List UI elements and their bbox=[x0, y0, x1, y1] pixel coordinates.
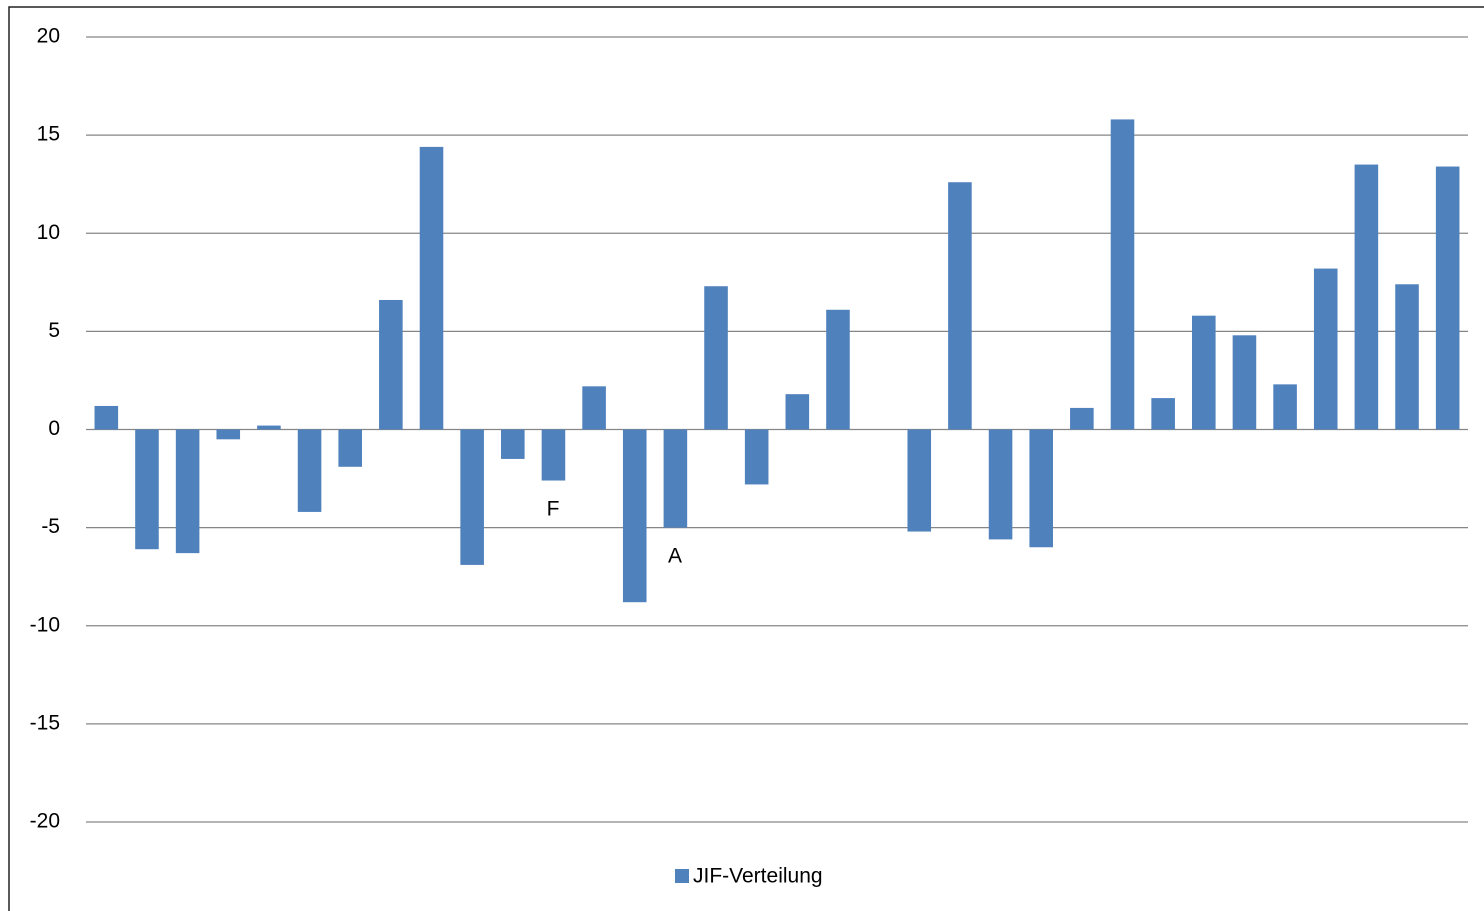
bar bbox=[704, 286, 728, 430]
bar bbox=[1232, 335, 1257, 430]
bar bbox=[460, 429, 484, 565]
bar bbox=[1029, 429, 1053, 548]
bar bbox=[988, 429, 1013, 540]
annotation: F bbox=[547, 498, 560, 521]
y-tick-label: -20 bbox=[30, 810, 60, 833]
bar bbox=[1273, 384, 1297, 430]
bar bbox=[541, 429, 566, 481]
bar bbox=[1313, 268, 1338, 430]
bar bbox=[501, 429, 525, 459]
y-tick-label: -10 bbox=[30, 613, 60, 636]
bar bbox=[663, 429, 688, 528]
y-tick-label: 5 bbox=[48, 319, 60, 342]
bar bbox=[785, 394, 810, 430]
bar bbox=[379, 299, 403, 430]
bar bbox=[419, 146, 444, 430]
bar bbox=[1070, 407, 1094, 430]
y-tick-label: 0 bbox=[48, 417, 60, 440]
bar bbox=[582, 386, 606, 430]
y-tick-label: -15 bbox=[30, 711, 60, 734]
bar bbox=[1395, 284, 1419, 430]
bar bbox=[338, 429, 362, 467]
y-tick-label: 10 bbox=[37, 221, 60, 244]
bar bbox=[94, 405, 119, 430]
bar bbox=[257, 425, 281, 430]
bar bbox=[1110, 119, 1135, 430]
y-tick-label: 20 bbox=[37, 25, 60, 48]
bar bbox=[948, 182, 972, 430]
legend-swatch bbox=[675, 869, 689, 883]
legend-label: JIF-Verteilung bbox=[693, 865, 823, 888]
bar bbox=[826, 309, 850, 430]
bar bbox=[1192, 315, 1216, 430]
y-tick-label: 15 bbox=[37, 123, 60, 146]
y-tick-label: -5 bbox=[41, 515, 60, 538]
bar bbox=[1435, 166, 1460, 430]
bar bbox=[216, 429, 241, 440]
bar bbox=[1151, 398, 1175, 430]
bar bbox=[1354, 164, 1379, 430]
bar bbox=[622, 429, 647, 603]
annotation: A bbox=[668, 545, 682, 568]
bar bbox=[175, 429, 200, 554]
bar bbox=[297, 429, 322, 512]
bar bbox=[744, 429, 769, 485]
bar bbox=[907, 429, 932, 532]
bar bbox=[135, 429, 159, 550]
